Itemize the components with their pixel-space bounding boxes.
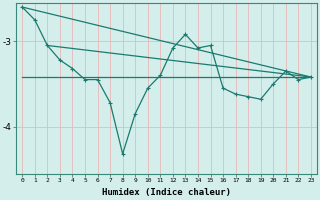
X-axis label: Humidex (Indice chaleur): Humidex (Indice chaleur) <box>102 188 231 197</box>
